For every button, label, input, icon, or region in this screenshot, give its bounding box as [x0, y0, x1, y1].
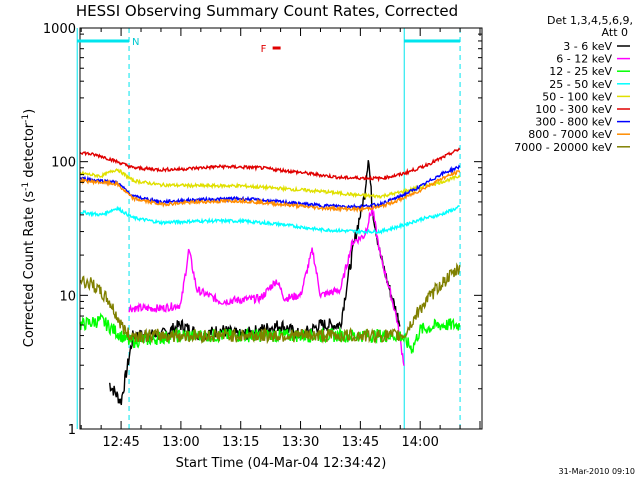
night-marker-label: N — [132, 37, 139, 48]
legend-label: 50 - 100 keV — [542, 90, 612, 103]
y-axis-label: Corrected Count Rate (s-1 detector-1) — [21, 109, 37, 347]
x-tick-label: 13:45 — [342, 435, 379, 450]
y-tick-label: 100 — [51, 156, 76, 171]
legend-label: 800 - 7000 keV — [528, 128, 612, 141]
y-tick-label: 10 — [59, 289, 76, 304]
legend-label: 3 - 6 keV — [563, 40, 612, 53]
footer-date: 31-Mar-2010 09:10 — [559, 467, 636, 476]
x-tick-label: 13:00 — [162, 435, 199, 450]
legend-label: 7000 - 20000 keV — [514, 141, 612, 154]
series-line-5 — [79, 168, 461, 200]
plot-frame — [79, 27, 483, 430]
x-tick-label: 12:45 — [102, 435, 139, 450]
chart-title: HESSI Observing Summary Count Rates, Cor… — [76, 2, 458, 20]
series-line-4 — [79, 205, 461, 235]
legend-header-line-2: Att 0 — [602, 26, 628, 39]
series-line-8 — [79, 170, 461, 214]
x-axis-label: Start Time (04-Mar-04 12:34:42) — [176, 456, 387, 471]
x-tick-label: 14:00 — [401, 435, 438, 450]
series-layer — [79, 147, 461, 406]
legend-label: 6 - 12 keV — [556, 53, 612, 66]
flare-marker-label: F — [261, 44, 267, 55]
x-tick-label: 13:30 — [282, 435, 319, 450]
annotations: NF — [77, 37, 461, 55]
series-line-9 — [79, 262, 461, 345]
plot-guides — [76, 28, 461, 429]
series-line-2 — [128, 206, 405, 366]
y-axis: 1 10 100 1000 — [43, 22, 482, 438]
x-axis: 12:45 13:00 13:15 13:30 13:45 14:00 — [80, 28, 481, 450]
legend-label: 300 - 800 keV — [535, 116, 612, 129]
series-line-1 — [109, 160, 401, 406]
y-tick-label: 1000 — [43, 22, 76, 37]
legend-label: 12 - 25 keV — [549, 65, 612, 78]
legend-header-line-1: Det 1,3,4,5,6,9, — [547, 14, 633, 27]
y-tick-label: 1 — [68, 423, 76, 438]
x-tick-label: 13:15 — [222, 435, 259, 450]
legend-label: 100 - 300 keV — [535, 103, 612, 116]
series-line-6 — [79, 147, 461, 183]
legend-label: 25 - 50 keV — [549, 78, 612, 91]
